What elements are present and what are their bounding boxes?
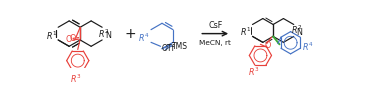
Text: N: N bbox=[105, 31, 111, 40]
Text: O: O bbox=[70, 34, 76, 43]
Text: O: O bbox=[264, 41, 271, 50]
Text: N: N bbox=[296, 28, 302, 37]
Text: OTf: OTf bbox=[162, 44, 175, 53]
Text: $R^2$: $R^2$ bbox=[291, 24, 302, 36]
Text: TMS: TMS bbox=[172, 42, 188, 51]
Text: CsF: CsF bbox=[208, 21, 222, 30]
Text: MeCN, rt: MeCN, rt bbox=[199, 40, 231, 46]
Text: O: O bbox=[65, 35, 71, 44]
Text: $R^2$: $R^2$ bbox=[98, 27, 109, 40]
Text: $R^3$: $R^3$ bbox=[248, 66, 260, 78]
Text: +: + bbox=[124, 27, 136, 41]
Text: $R^4$: $R^4$ bbox=[138, 31, 150, 44]
Text: $R^1$: $R^1$ bbox=[46, 30, 57, 42]
Text: $R^1$: $R^1$ bbox=[240, 26, 251, 38]
Text: $R^4$: $R^4$ bbox=[302, 41, 314, 53]
Text: $R^3$: $R^3$ bbox=[70, 73, 81, 85]
